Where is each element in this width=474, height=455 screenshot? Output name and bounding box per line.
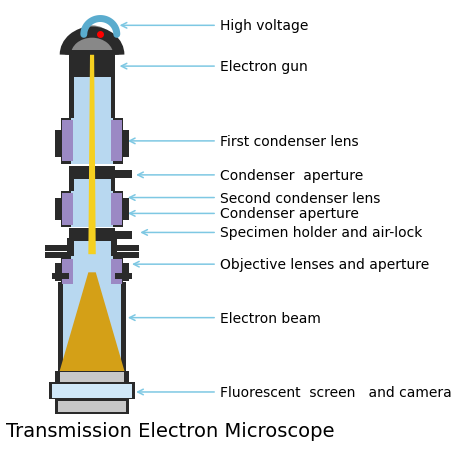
FancyBboxPatch shape — [58, 401, 126, 413]
Text: First condenser lens: First condenser lens — [129, 135, 358, 149]
FancyBboxPatch shape — [46, 245, 69, 251]
Text: High voltage: High voltage — [121, 19, 308, 33]
FancyBboxPatch shape — [69, 74, 115, 106]
FancyBboxPatch shape — [115, 273, 132, 279]
FancyBboxPatch shape — [122, 199, 129, 221]
FancyBboxPatch shape — [61, 119, 123, 164]
FancyBboxPatch shape — [55, 199, 63, 221]
FancyBboxPatch shape — [111, 259, 122, 284]
FancyBboxPatch shape — [73, 102, 110, 119]
FancyBboxPatch shape — [55, 371, 129, 384]
Polygon shape — [88, 56, 96, 255]
Text: Specimen holder and air-lock: Specimen holder and air-lock — [142, 226, 422, 240]
Text: Transmission Electron Microscope: Transmission Electron Microscope — [6, 421, 334, 440]
FancyBboxPatch shape — [69, 167, 115, 180]
Text: Condenser  aperture: Condenser aperture — [138, 168, 363, 182]
FancyBboxPatch shape — [63, 259, 73, 284]
FancyBboxPatch shape — [115, 171, 132, 179]
Polygon shape — [59, 273, 125, 373]
FancyBboxPatch shape — [115, 253, 138, 258]
FancyBboxPatch shape — [58, 283, 126, 373]
FancyBboxPatch shape — [69, 179, 115, 193]
FancyBboxPatch shape — [52, 384, 132, 398]
FancyBboxPatch shape — [111, 193, 122, 225]
FancyBboxPatch shape — [60, 373, 124, 383]
Wedge shape — [65, 26, 119, 56]
FancyBboxPatch shape — [63, 121, 73, 162]
FancyBboxPatch shape — [122, 264, 129, 282]
FancyBboxPatch shape — [73, 179, 110, 193]
Text: Electron gun: Electron gun — [121, 60, 308, 74]
FancyBboxPatch shape — [55, 130, 63, 157]
FancyBboxPatch shape — [73, 74, 110, 106]
FancyBboxPatch shape — [115, 232, 132, 240]
Text: Objective lenses and aperture: Objective lenses and aperture — [134, 258, 429, 272]
FancyBboxPatch shape — [63, 283, 121, 373]
FancyBboxPatch shape — [73, 239, 110, 259]
FancyBboxPatch shape — [52, 273, 69, 279]
FancyBboxPatch shape — [115, 245, 138, 251]
FancyBboxPatch shape — [69, 102, 115, 119]
FancyBboxPatch shape — [69, 51, 115, 78]
Text: Fluorescent  screen   and camera: Fluorescent screen and camera — [138, 385, 452, 399]
FancyBboxPatch shape — [122, 130, 129, 157]
Text: Electron beam: Electron beam — [129, 311, 321, 325]
FancyBboxPatch shape — [67, 239, 117, 259]
FancyBboxPatch shape — [46, 253, 69, 258]
FancyBboxPatch shape — [55, 398, 129, 414]
FancyBboxPatch shape — [49, 382, 136, 399]
FancyBboxPatch shape — [111, 121, 122, 162]
FancyBboxPatch shape — [69, 228, 115, 241]
FancyBboxPatch shape — [55, 264, 63, 282]
FancyBboxPatch shape — [61, 257, 123, 286]
Text: Condenser aperture: Condenser aperture — [129, 207, 359, 221]
FancyBboxPatch shape — [73, 53, 110, 78]
FancyBboxPatch shape — [72, 119, 113, 164]
FancyBboxPatch shape — [61, 191, 123, 228]
Text: Second condenser lens: Second condenser lens — [129, 191, 380, 205]
FancyBboxPatch shape — [72, 257, 113, 286]
FancyBboxPatch shape — [72, 191, 113, 228]
FancyBboxPatch shape — [63, 193, 73, 225]
